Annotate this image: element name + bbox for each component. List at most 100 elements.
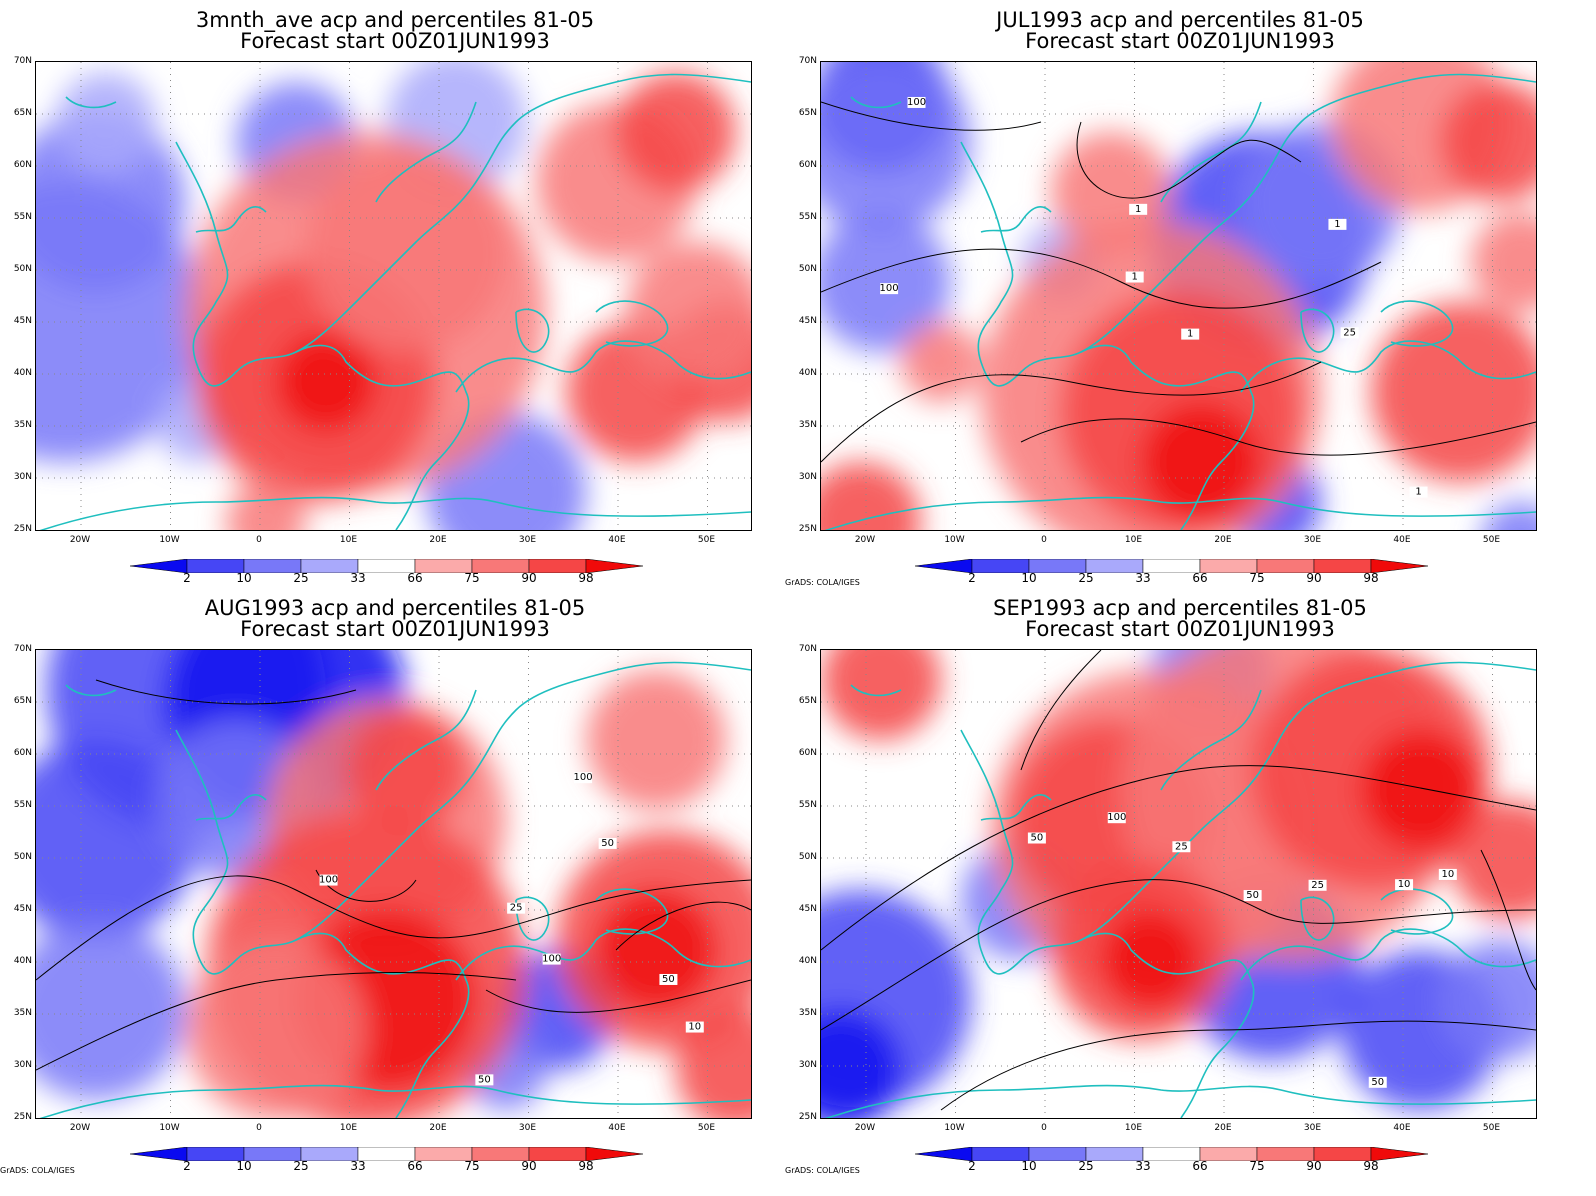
- coastline: [1080, 661, 1536, 941]
- coastline: [375, 689, 477, 791]
- contour-line: [821, 248, 1382, 309]
- contour-label-bg: [1395, 879, 1414, 891]
- longitude-label: 10W: [944, 1123, 965, 1133]
- coastline: [850, 684, 902, 697]
- contour-label-bg: [1125, 271, 1144, 283]
- longitude-label: 10W: [944, 535, 965, 545]
- latitude-label: 40N: [13, 368, 32, 378]
- longitude-label: 0: [1041, 535, 1047, 545]
- longitude-label: 10E: [339, 535, 358, 545]
- percentile-area: [1141, 402, 1261, 522]
- map-panel: AUG1993 acp and percentiles 81-05 Forecas…: [0, 588, 790, 1178]
- colorbar-label: 10: [1021, 1159, 1037, 1173]
- latitude-label: 60N: [798, 748, 817, 758]
- longitude-label: 20E: [1214, 1123, 1232, 1133]
- latitude-label: 65N: [798, 108, 817, 118]
- map-area: 50 50 100 100 100 10 50 25: [35, 649, 752, 1119]
- contour-label: 100: [574, 772, 593, 783]
- coastline: [980, 206, 1052, 233]
- longitude-label: 0: [256, 1123, 262, 1133]
- contour-label: 50: [1246, 890, 1259, 901]
- latitude-label: 50N: [798, 852, 817, 862]
- contour-label: 50: [1031, 833, 1044, 844]
- latitude-label: 25N: [798, 524, 817, 534]
- contour-label-bg: [1027, 832, 1046, 844]
- grads-credit: GrADS: COLA/IGES: [785, 1166, 860, 1175]
- percentile-area: [901, 322, 981, 402]
- colorbar-label: 90: [1306, 571, 1322, 585]
- percentile-area: [616, 72, 736, 192]
- latitude-label: 30N: [13, 1060, 32, 1070]
- longitude-label: 10E: [1124, 1123, 1143, 1133]
- latitude-label: 55N: [13, 800, 32, 810]
- coastline: [515, 896, 550, 941]
- coastline: [195, 794, 267, 821]
- contour-label: 25: [510, 903, 523, 914]
- coastline: [455, 928, 751, 981]
- map-svg: 1 1 100 1 1 1 100 25: [821, 62, 1536, 530]
- contour-label: 50: [662, 974, 675, 985]
- contour-label: 100: [880, 283, 899, 294]
- colorbar-label: 98: [578, 571, 594, 585]
- colorbar-label: 75: [1249, 1159, 1265, 1173]
- percentile-area: [676, 1010, 751, 1118]
- latitude-label: 35N: [798, 1008, 817, 1018]
- panel-subtitle: Forecast start 00Z01JUN1993: [1025, 617, 1335, 641]
- contour-label: 25: [1343, 327, 1356, 338]
- longitude-label: 40E: [608, 1123, 626, 1133]
- panel-subtitle: Forecast start 00Z01JUN1993: [1025, 29, 1335, 53]
- colorbar-label: 75: [464, 1159, 480, 1173]
- percentile-area: [1371, 302, 1536, 482]
- contour-label-bg: [319, 874, 338, 886]
- longitude-label: 30E: [1303, 535, 1322, 545]
- contour-label-bg: [1129, 203, 1148, 215]
- coastline: [824, 496, 1536, 530]
- contour-label: 1: [1334, 219, 1340, 230]
- contour-label: 10: [688, 1022, 701, 1033]
- latitude-label: 60N: [798, 160, 817, 170]
- latitude-label: 45N: [798, 316, 817, 326]
- latitude-label: 50N: [13, 852, 32, 862]
- contour-label: 100: [542, 954, 561, 965]
- colorbar-label: 66: [1192, 1159, 1208, 1173]
- coastline: [39, 496, 751, 530]
- longitude-label: 30E: [518, 1123, 537, 1133]
- map-svg: [36, 62, 751, 530]
- contour-label: 1: [1135, 204, 1141, 215]
- colorbar-label: 25: [293, 571, 309, 585]
- percentile-area: [1101, 910, 1201, 1010]
- coastline: [850, 96, 902, 109]
- colorbar-label: 2: [183, 571, 191, 585]
- coastline: [980, 794, 1052, 821]
- contour-line: [1480, 849, 1536, 991]
- colorbar-label: 10: [1021, 571, 1037, 585]
- latitude-label: 35N: [13, 1008, 32, 1018]
- contour-label-bg: [1368, 1076, 1387, 1088]
- longitude-label: 40E: [608, 535, 626, 545]
- percentile-area: [1441, 940, 1536, 1060]
- longitude-label: 50E: [697, 1123, 716, 1133]
- percentile-area: [36, 920, 186, 1100]
- coastline: [1300, 896, 1335, 941]
- map-area: 1 1 100 1 1 1 100 25: [820, 61, 1537, 531]
- latitude-label: 45N: [798, 904, 817, 914]
- colorbar-label: 2: [183, 1159, 191, 1173]
- colorbar-label: 75: [1249, 571, 1265, 585]
- map-area: 10 10 100 25 50 25 50 50: [820, 649, 1537, 1119]
- contour-label-bg: [574, 772, 593, 784]
- grads-credit: GrADS: COLA/IGES: [785, 578, 860, 587]
- panel-subtitle: Forecast start 00Z01JUN1993: [240, 617, 550, 641]
- percentile-area: [1471, 212, 1536, 312]
- longitude-label: 20W: [854, 1123, 876, 1133]
- coastline: [65, 684, 117, 697]
- percentile-area: [1051, 132, 1171, 252]
- latitude-label: 45N: [13, 316, 32, 326]
- longitude-label: 20W: [69, 1123, 91, 1133]
- contour-label-bg: [1243, 890, 1262, 902]
- percentile-area: [596, 890, 716, 1010]
- percentile-area: [1451, 800, 1536, 920]
- longitude-label: 20E: [429, 1123, 447, 1133]
- map-svg: 50 50 100 100 100 10 50 25: [36, 650, 751, 1118]
- contour-label-bg: [685, 1021, 704, 1033]
- map-panel: SEP1993 acp and percentiles 81-05 Forecas…: [785, 588, 1575, 1178]
